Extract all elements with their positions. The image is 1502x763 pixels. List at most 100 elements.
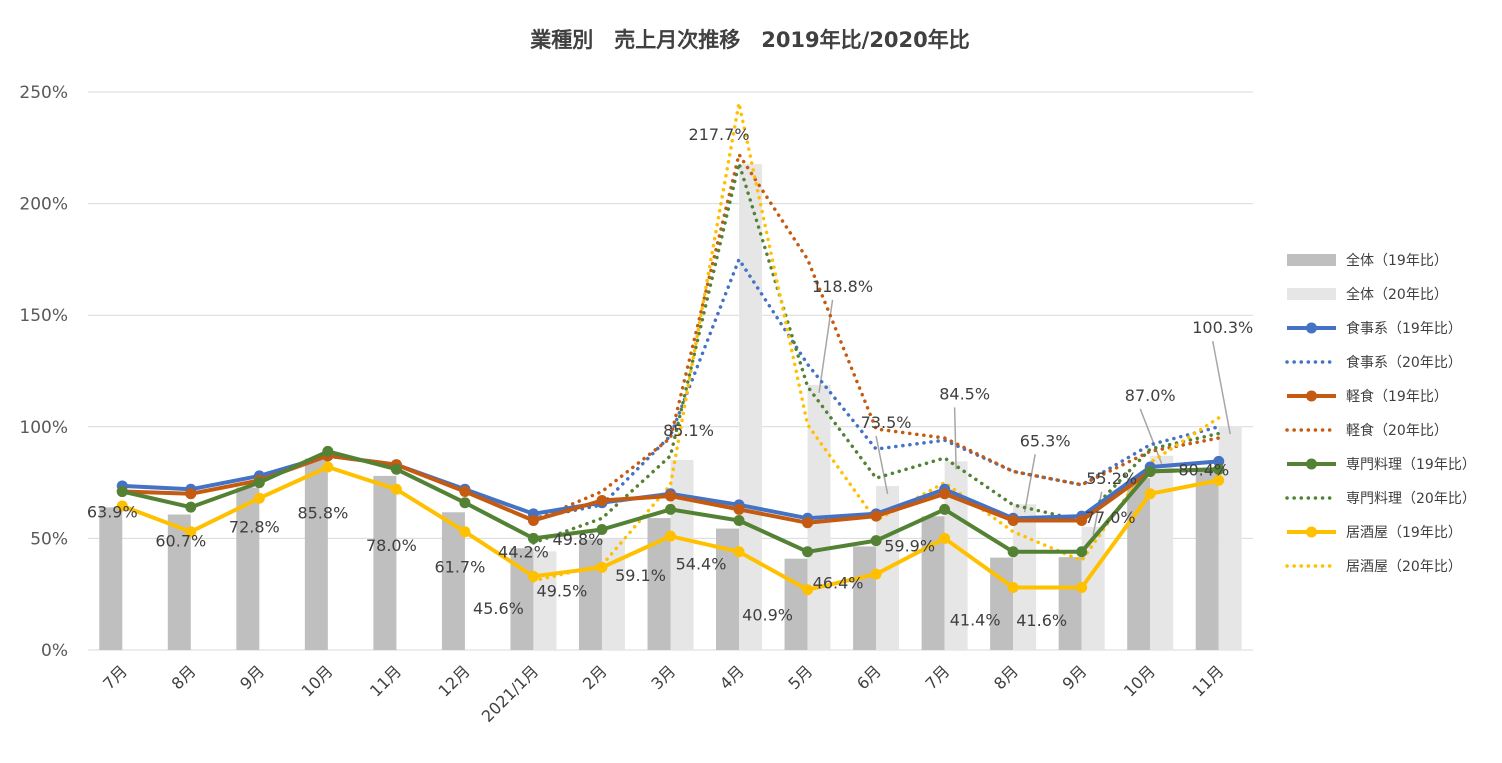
data-label-leader xyxy=(1023,454,1036,513)
chart-title: 業種別 売上月次推移 2019年比/2020年比 xyxy=(530,28,970,52)
y-tick-label: 150% xyxy=(19,306,68,326)
data-label-layer: 63.9% 60.7% 72.8% 85.8% 78.0% 61.7% 45.6% 49.5%… xyxy=(87,125,1253,630)
legend-label: 全体（19年比） xyxy=(1346,252,1448,269)
x-tick-label: 11月 xyxy=(1188,661,1227,700)
data-label-19: 63.9% xyxy=(87,502,138,521)
data-label-19: 41.4% xyxy=(950,611,1001,630)
bar-zentai-19 xyxy=(99,507,123,650)
series-marker xyxy=(939,532,951,544)
x-tick-label: 8月 xyxy=(168,661,200,693)
x-tick-label: 2021/1月 xyxy=(478,661,543,726)
data-label-19: 72.8% xyxy=(229,518,280,537)
data-label-19: 78.0% xyxy=(366,536,417,555)
y-tick-label: 100% xyxy=(19,418,68,438)
data-label-20: 55.2% xyxy=(1086,469,1137,488)
y-tick-label: 0% xyxy=(41,641,68,661)
bar-zentai-20 xyxy=(670,460,694,650)
series-marker xyxy=(459,497,471,509)
series-marker xyxy=(527,515,539,527)
data-label-leader xyxy=(1092,491,1103,535)
series-marker xyxy=(1144,465,1156,477)
series-marker xyxy=(870,568,882,580)
data-label-leader xyxy=(875,435,889,495)
x-tick-label: 4月 xyxy=(716,661,748,693)
bar-zentai-19 xyxy=(304,458,328,650)
bar-layer xyxy=(99,164,1242,650)
bar-zentai-19 xyxy=(373,475,397,650)
bar-zentai-20 xyxy=(533,551,557,650)
series-marker xyxy=(596,561,608,573)
legend-label: 全体（20年比） xyxy=(1346,286,1448,303)
series-marker xyxy=(596,523,608,535)
series-marker xyxy=(1213,474,1225,486)
data-label-20: 84.5% xyxy=(939,384,990,403)
series-marker xyxy=(665,503,676,515)
data-label-20: 73.5% xyxy=(861,413,912,432)
series-marker xyxy=(1144,488,1156,500)
data-label-19: 77.0% xyxy=(1085,508,1136,527)
series-line xyxy=(531,257,1221,521)
series-marker xyxy=(1007,515,1019,527)
x-tick-label: 10月 xyxy=(298,661,337,700)
legend-marker xyxy=(1306,526,1317,538)
series-marker xyxy=(1007,582,1019,594)
legend-marker xyxy=(1306,322,1317,334)
bar-zentai-19 xyxy=(853,546,877,650)
series-marker xyxy=(185,526,197,538)
series-marker xyxy=(1076,546,1088,558)
series-marker xyxy=(939,503,951,515)
series-marker xyxy=(1007,546,1019,558)
bar-zentai-20 xyxy=(944,461,968,650)
series-marker xyxy=(1213,463,1225,475)
series-marker xyxy=(665,490,676,502)
data-label-leader xyxy=(1211,340,1231,435)
x-axis-ticks: 7月 8月 9月 10月 11月 12月 2021/1月 2月 3月 4月 5月 6月 7月 8月 9月 10… xyxy=(99,661,1227,726)
bar-zentai-19 xyxy=(716,528,740,650)
series-marker xyxy=(596,494,608,506)
data-label-19: 54.4% xyxy=(676,555,727,574)
series-marker xyxy=(322,445,334,457)
series-marker xyxy=(802,517,814,529)
legend-label: 食事系（20年比） xyxy=(1346,354,1462,371)
data-label-19: 59.1% xyxy=(615,566,666,585)
bar-zentai-20 xyxy=(739,164,763,650)
series-line xyxy=(531,101,1221,583)
legend: 全体（19年比） 全体（20年比） 食事系（19年比） 食事系（20年比） 軽食（19年… xyxy=(1285,252,1476,575)
x-tick-label: 5月 xyxy=(784,661,816,693)
series-marker xyxy=(1076,582,1088,594)
data-label-20: 118.8% xyxy=(812,277,873,296)
series-line xyxy=(531,161,1221,545)
data-label-leader xyxy=(1139,408,1163,465)
bar-zentai-19 xyxy=(990,557,1014,650)
legend-label: 軽食（20年比） xyxy=(1346,422,1448,439)
leader-lines xyxy=(818,299,1231,535)
series-marker xyxy=(527,570,539,582)
series-marker xyxy=(733,515,745,527)
legend-label: 専門料理（20年比） xyxy=(1346,491,1476,507)
data-label-19: 46.4% xyxy=(813,573,864,592)
series-marker xyxy=(459,486,471,498)
data-label-19: 45.6% xyxy=(473,599,524,618)
x-tick-label: 7月 xyxy=(921,661,953,693)
series-marker xyxy=(733,503,745,515)
legend-marker xyxy=(1306,390,1317,402)
series-marker xyxy=(322,461,334,473)
data-label-19: 41.6% xyxy=(1016,611,1067,630)
legend-label: 居酒屋（19年比） xyxy=(1346,525,1462,541)
data-label-20: 44.2% xyxy=(498,542,549,561)
series-marker xyxy=(802,546,814,558)
series-marker xyxy=(390,463,402,475)
x-tick-label: 7月 xyxy=(99,661,131,693)
series-marker xyxy=(116,500,128,512)
bar-zentai-19 xyxy=(921,516,945,650)
x-tick-label: 2月 xyxy=(579,661,611,693)
data-label-leader xyxy=(953,407,957,470)
series-marker xyxy=(390,483,402,495)
data-label-19: 60.7% xyxy=(155,532,206,551)
series-marker xyxy=(802,584,814,596)
data-label-20: 49.8% xyxy=(553,530,604,549)
series-marker xyxy=(116,486,128,498)
legend-swatch xyxy=(1287,288,1336,300)
series-marker xyxy=(253,477,265,489)
